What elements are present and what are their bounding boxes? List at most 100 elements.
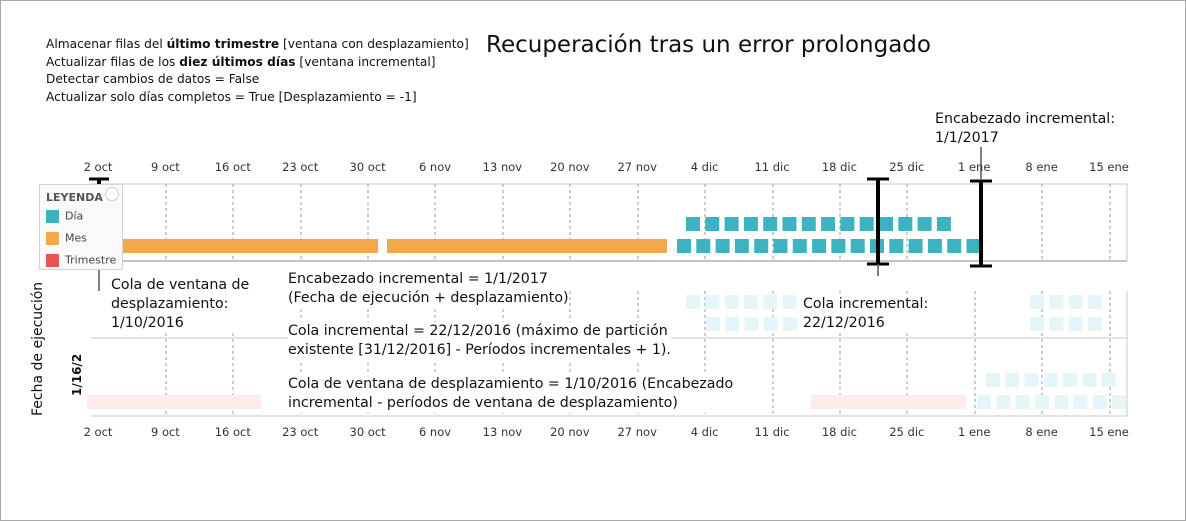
faded-day-partition: [1024, 373, 1039, 387]
axis-tick-label: 2 oct: [83, 425, 113, 439]
legend: LEYENDA Día Mes Trimestre: [39, 184, 123, 270]
setting-refresh-rows: Actualizar filas de los diez últimos día…: [46, 54, 436, 69]
axis-tick-label: 20 nov: [550, 425, 590, 439]
axis-tick-label: 11 dic: [754, 425, 790, 439]
faded-day-partition: [782, 295, 797, 309]
day-partition: [840, 217, 855, 231]
legend-swatch-month: [46, 231, 59, 245]
faded-day-partition: [1101, 373, 1116, 387]
axis-tick-label: 20 nov: [550, 160, 590, 174]
day-partition: [908, 239, 923, 253]
faded-day-partition: [763, 317, 778, 331]
faded-day-partition: [1049, 317, 1064, 331]
legend-close-icon[interactable]: [105, 187, 119, 201]
faded-day-partition: [977, 395, 991, 409]
annotation-rolling-tail: Cola de ventana de desplazamiento: 1/10/…: [111, 276, 250, 333]
faded-day-partition: [1015, 395, 1030, 409]
axis-tick-label: 2 oct: [83, 160, 113, 174]
axis-tick-label: 11 dic: [754, 160, 790, 174]
day-partition: [715, 239, 730, 253]
day-partition: [754, 239, 769, 253]
legend-item-quarter: Trimestre: [46, 253, 116, 267]
setting-store-rows: Almacenar filas del último trimestre [ve…: [46, 37, 469, 51]
annotation-tail-formula: Cola incremental = 22/12/2016 (máximo de…: [288, 322, 671, 360]
faded-day-partition: [1068, 295, 1083, 309]
axis-tick-label: 1 ene: [957, 160, 991, 174]
faded-day-partition: [1112, 395, 1127, 409]
day-partition: [763, 217, 778, 231]
settings-block: Almacenar filas del último trimestre [ve…: [46, 36, 469, 106]
day-partition: [927, 239, 942, 253]
axis-tick-label: 1 ene: [957, 425, 991, 439]
axis-tick-label: 15 ene: [1089, 425, 1129, 439]
axis-tick-label: 23 oct: [282, 160, 319, 174]
legend-title: LEYENDA: [46, 191, 103, 204]
faded-day-partition: [1073, 395, 1088, 409]
axis-tick-label: 18 dic: [821, 425, 857, 439]
setting-detect-changes: Detectar cambios de datos = False: [46, 72, 260, 86]
day-partition: [879, 217, 893, 231]
month-bar-november: [387, 239, 667, 253]
day-partition: [696, 239, 711, 253]
axis-tick-label: 25 dic: [889, 425, 925, 439]
day-partition: [831, 239, 846, 253]
faded-day-partition: [1043, 373, 1058, 387]
legend-swatch-day: [46, 209, 59, 223]
faded-day-partition: [705, 295, 720, 309]
axis-tick-label: 8 ene: [1025, 425, 1058, 439]
day-partition: [947, 239, 962, 253]
day-partition: [821, 217, 836, 231]
annotation-rolling-formula: Cola de ventana de desplazamiento = 1/10…: [288, 375, 734, 413]
day-partition: [898, 217, 913, 231]
faded-day-partition: [996, 395, 1011, 409]
faded-day-partition: [783, 317, 798, 331]
legend-item-month: Mes: [46, 231, 87, 245]
axis-tick-label: 6 nov: [418, 425, 452, 439]
axis-tick-label: 27 nov: [617, 160, 657, 174]
day-partition: [686, 217, 700, 231]
faded-day-partition: [1082, 373, 1097, 387]
day-partition: [859, 217, 874, 231]
day-partition: [677, 239, 691, 253]
faded-day-partition: [724, 295, 739, 309]
setting-complete-days: Actualizar solo días completos = True [D…: [46, 89, 417, 104]
axis-tick-label: 6 nov: [418, 160, 452, 174]
incremental-head-marker: [970, 179, 992, 268]
day-partition: [936, 217, 951, 231]
day-partitions-row2: [677, 239, 981, 253]
legend-item-day: Día: [46, 209, 83, 223]
faded-day-partitions: [686, 295, 1127, 409]
day-partition: [801, 217, 816, 231]
axis-tick-label: 13 nov: [482, 425, 523, 439]
axis-tick-label: 16 oct: [214, 425, 251, 439]
day-partition: [889, 239, 904, 253]
faded-day-partition: [1068, 317, 1083, 331]
day-partition: [812, 239, 827, 253]
day-partition: [705, 217, 720, 231]
axis-tick-label: 13 nov: [482, 160, 523, 174]
annotation-incremental-head: Encabezado incremental: 1/1/2017: [935, 111, 1116, 146]
axis-tick-label: 27 nov: [617, 425, 657, 439]
day-partition: [782, 217, 797, 231]
day-partition: [792, 239, 807, 253]
day-partition: [724, 217, 739, 231]
faded-day-partition: [1005, 373, 1020, 387]
faded-day-partition: [763, 295, 778, 309]
faded-day-partition: [1054, 395, 1069, 409]
faded-day-partition: [686, 295, 700, 309]
faded-day-partition: [1030, 295, 1044, 309]
faded-day-partition: [725, 317, 740, 331]
axis-tick-label: 9 oct: [150, 160, 180, 174]
axis-tick-label: 8 ene: [1025, 160, 1058, 174]
faded-day-partition: [744, 317, 759, 331]
axis-tick-label: 30 oct: [349, 425, 386, 439]
axis-tick-label: 15 ene: [1089, 160, 1129, 174]
faded-day-partition: [743, 295, 758, 309]
faded-day-partition: [706, 317, 720, 331]
axis-tick-label: 16 oct: [214, 160, 251, 174]
day-partitions-row1: [686, 217, 951, 231]
faded-day-partition: [1030, 317, 1044, 331]
faded-day-partition: [1049, 295, 1064, 309]
axis-tick-label: 4 dic: [690, 425, 719, 439]
